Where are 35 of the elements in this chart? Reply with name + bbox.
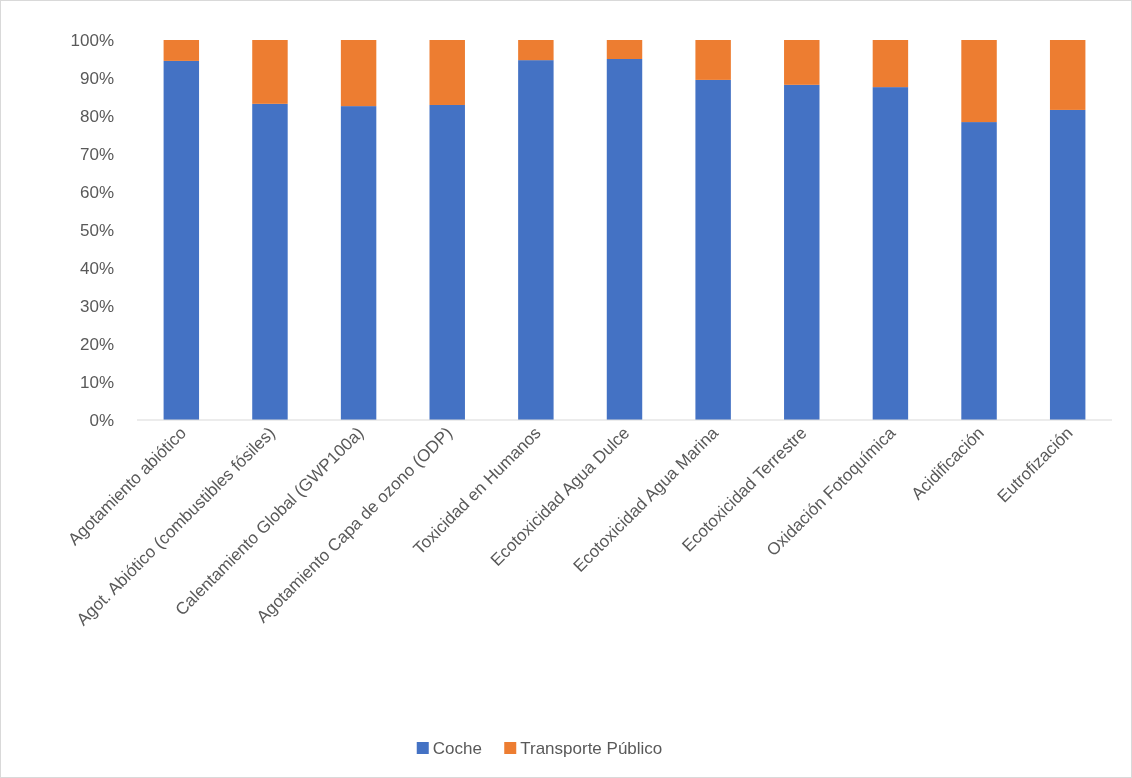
bar xyxy=(429,40,465,105)
y-tick-label: 40% xyxy=(79,258,114,278)
bar xyxy=(163,40,200,61)
bar xyxy=(518,40,554,61)
bar xyxy=(872,87,909,420)
y-tick-label: 80% xyxy=(79,106,114,126)
bar xyxy=(1049,109,1086,420)
bar xyxy=(872,40,909,88)
y-tick-label: 0% xyxy=(89,410,114,430)
bar xyxy=(340,106,377,420)
bar xyxy=(252,103,288,420)
bar xyxy=(340,40,377,107)
bar xyxy=(961,122,997,420)
y-tick-label: 100% xyxy=(70,30,114,50)
y-tick-label: 10% xyxy=(79,372,114,392)
y-tick-label: 50% xyxy=(79,220,114,240)
y-tick-label: 60% xyxy=(79,182,114,202)
bar xyxy=(695,40,731,80)
bar xyxy=(606,40,643,59)
bar xyxy=(1049,40,1086,110)
y-tick-label: 20% xyxy=(79,334,114,354)
bar xyxy=(429,104,465,420)
bar xyxy=(784,84,820,420)
bar xyxy=(518,60,554,420)
bar xyxy=(695,79,731,420)
y-tick-label: 30% xyxy=(79,296,114,316)
bar xyxy=(784,40,820,85)
y-tick-label: 90% xyxy=(79,68,114,88)
bar xyxy=(163,60,200,420)
y-tick-label: 70% xyxy=(79,144,114,164)
legend-label: Transporte Público xyxy=(520,738,663,758)
bar xyxy=(961,40,997,123)
legend-label: Coche xyxy=(432,738,482,758)
bar xyxy=(252,40,288,104)
bar xyxy=(606,59,643,420)
